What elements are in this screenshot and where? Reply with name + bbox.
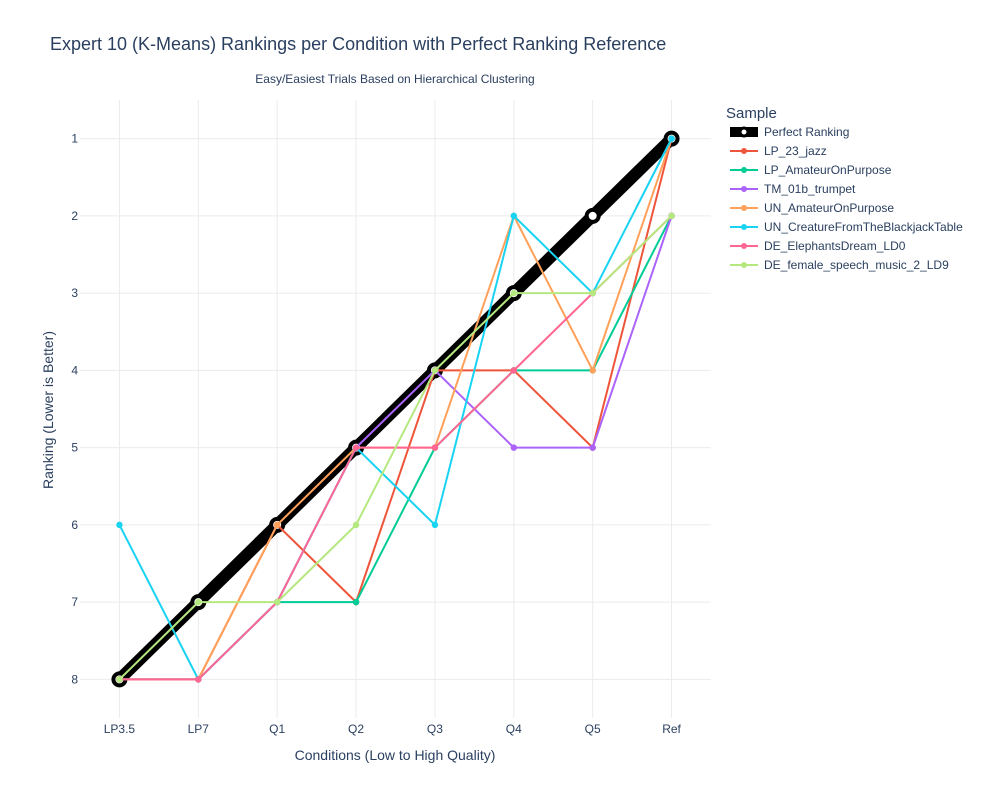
data-point-de-female-speech-music-2-ld9 (589, 289, 596, 297)
legend-item-de-female-speech-music-2-ld9[interactable]: DE_female_speech_music_2_LD9 (730, 258, 949, 272)
y-tick-label: 6 (71, 518, 78, 532)
y-tick-label: 4 (71, 363, 78, 377)
data-point-de-female-speech-music-2-ld9 (431, 367, 439, 374)
legend-marker-swatch (741, 186, 747, 192)
data-point-de-female-speech-music-2-ld9 (195, 598, 202, 606)
legend-label: UN_AmateurOnPurpose (764, 201, 894, 215)
y-tick-label: 8 (71, 672, 78, 686)
data-point-de-female-speech-music-2-ld9 (273, 598, 281, 606)
legend-item-perfect-ranking[interactable]: Perfect Ranking (730, 125, 849, 139)
y-axis-ticks: 1 2 3 4 5 6 7 8 (71, 132, 78, 687)
series-de-female-speech-music-2-ld9 (116, 212, 675, 683)
legend-marker-swatch (741, 224, 747, 230)
legend-label: UN_CreatureFromTheBlackjackTable (764, 220, 963, 234)
x-tick-label: Q2 (348, 722, 364, 736)
data-point-un-amateuronpurpose (273, 521, 281, 529)
y-tick-label: 3 (71, 286, 78, 300)
legend-item-de-elephantsdream-ld0[interactable]: DE_ElephantsDream_LD0 (730, 239, 906, 253)
legend-item-un-amateuronpurpose[interactable]: UN_AmateurOnPurpose (730, 201, 894, 215)
x-tick-label: Ref (662, 722, 681, 736)
data-point-de-female-speech-music-2-ld9 (668, 212, 675, 220)
legend-marker-swatch (741, 167, 747, 173)
data-point-tm-01b-trumpet (589, 444, 596, 451)
data-point-de-female-speech-music-2-ld9 (116, 676, 123, 683)
data-point-un-creaturefromtheblackjacktable (116, 521, 123, 529)
x-axis-title: Conditions (Low to High Quality) (295, 747, 496, 763)
data-point-tm-01b-trumpet (510, 444, 518, 451)
data-point-de-elephantsdream-ld0 (352, 444, 360, 451)
x-tick-label: Q3 (427, 722, 443, 736)
legend-item-tm-01b-trumpet[interactable]: TM_01b_trumpet (730, 182, 856, 196)
data-point-lp-amateuronpurpose (352, 598, 360, 606)
legend-item-lp-amateuronpurpose[interactable]: LP_AmateurOnPurpose (730, 163, 892, 177)
legend-label: TM_01b_trumpet (764, 182, 856, 196)
legend-label: LP_23_jazz (764, 144, 827, 158)
legend-marker-swatch (738, 126, 750, 138)
data-point-un-creaturefromtheblackjacktable (431, 521, 439, 529)
data-point-un-creaturefromtheblackjacktable (510, 212, 518, 220)
y-tick-label: 2 (71, 209, 78, 223)
legend-item-lp-23-jazz[interactable]: LP_23_jazz (730, 144, 827, 158)
legend-item-un-creaturefromtheblackjacktable[interactable]: UN_CreatureFromTheBlackjackTable (730, 220, 963, 234)
x-tick-label: LP3.5 (104, 722, 136, 736)
legend-label: DE_ElephantsDream_LD0 (764, 239, 906, 253)
legend-marker-swatch (741, 243, 747, 249)
data-point-de-female-speech-music-2-ld9 (352, 521, 360, 529)
legend-marker-swatch (741, 205, 747, 211)
perfect-ranking-point (584, 207, 601, 224)
legend: Sample Perfect Ranking LP_23_jazz LP_Amate… (726, 105, 963, 272)
x-tick-label: Q1 (269, 722, 285, 736)
data-point-un-amateuronpurpose (589, 367, 596, 374)
y-tick-label: 7 (71, 595, 78, 609)
y-axis-title: Ranking (Lower is Better) (40, 331, 56, 489)
legend-marker-swatch (741, 148, 747, 154)
legend-title: Sample (726, 105, 777, 122)
data-point-de-elephantsdream-ld0 (195, 676, 202, 683)
legend-marker-swatch (741, 262, 747, 268)
x-tick-label: Q5 (585, 722, 601, 736)
series-line-de-female-speech-music-2-ld9 (118, 215, 673, 681)
x-axis-ticks: LP3.5 LP7 Q1 Q2 Q3 Q4 Q5 Ref (104, 722, 682, 736)
y-tick-label: 1 (71, 132, 78, 146)
x-tick-label: LP7 (188, 722, 210, 736)
plot-area (111, 130, 680, 688)
data-point-de-female-speech-music-2-ld9 (510, 289, 518, 297)
data-point-de-elephantsdream-ld0 (431, 444, 439, 451)
legend-label: LP_AmateurOnPurpose (764, 163, 892, 177)
legend-label: Perfect Ranking (764, 125, 849, 139)
y-tick-label: 5 (71, 441, 78, 455)
data-point-un-creaturefromtheblackjacktable (668, 135, 675, 142)
x-tick-label: Q4 (506, 722, 522, 736)
chart-subtitle: Easy/Easiest Trials Based on Hierarchica… (255, 72, 534, 86)
chart-title: Expert 10 (K-Means) Rankings per Conditi… (50, 34, 666, 54)
legend-label: DE_female_speech_music_2_LD9 (764, 258, 949, 272)
data-point-de-elephantsdream-ld0 (510, 367, 518, 374)
